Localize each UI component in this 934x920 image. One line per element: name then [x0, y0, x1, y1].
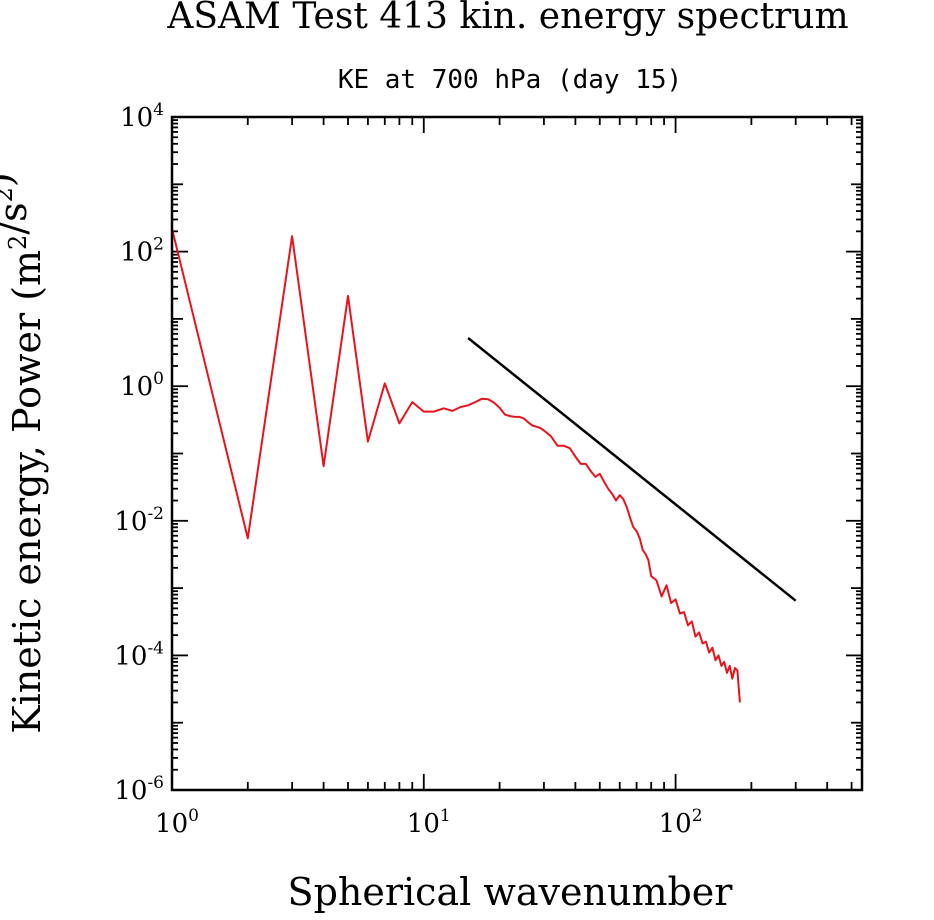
x-tick-label: 100 [155, 806, 199, 839]
y-tick-label: 102 [120, 235, 164, 268]
chart-title: ASAM Test 413 kin. energy spectrum [166, 0, 848, 37]
series-line-2 [467, 337, 797, 602]
y-tick-label: 10-4 [114, 638, 164, 671]
y-tick-label: 104 [120, 100, 164, 133]
y-tick-label: 100 [120, 369, 164, 402]
y-axis-label: Kinetic energy, Power (m2/s2) [0, 172, 49, 734]
series-lines [171, 228, 797, 703]
x-axis-label: Spherical wavenumber [288, 870, 734, 914]
chart-subtitle: KE at 700 hPa (day 15) [338, 65, 682, 95]
y-tick-label: 10-2 [114, 504, 164, 537]
series-line-1 [171, 228, 741, 703]
x-tick-label: 102 [659, 806, 703, 839]
x-tick-label: 101 [407, 806, 451, 839]
y-tick-label: 10-6 [114, 773, 164, 806]
plot-frame [170, 115, 864, 792]
axis-ticks [171, 116, 862, 791]
